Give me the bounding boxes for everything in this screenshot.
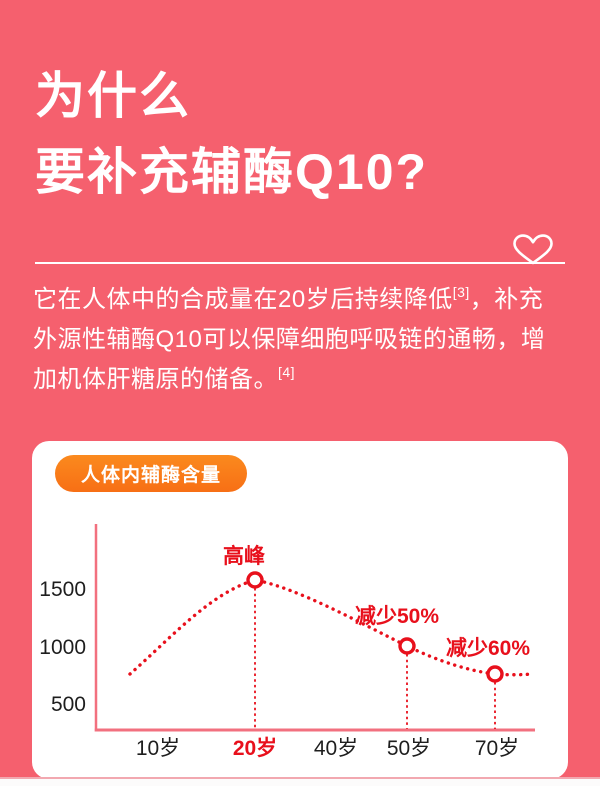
page-title: 为什么 要补充辅酶Q10? [35,58,565,210]
citation-ref-3: [3] [452,284,470,300]
heart-icon [513,234,553,265]
title-divider [35,232,565,265]
divider-line [35,262,565,264]
title-line-1: 为什么 [35,68,191,124]
annotation-50: 减少50% [355,604,439,628]
annotation-peak: 高峰 [223,544,265,568]
data-point-50 [398,637,416,655]
x-tick-50: 50岁 [387,737,431,760]
intro-paragraph: 它在人体中的合成量在20岁后持续降低[3]，补充外源性辅酶Q10可以保障细胞呼吸… [33,280,567,400]
intro-text-2: ，补充外源性辅酶Q10可以保障细胞呼吸链的通畅，增加机体肝糖原的储备。 [33,286,546,393]
y-tick-1000: 1000 [39,636,86,659]
x-tick-40: 40岁 [314,737,358,760]
y-tick-1500: 1500 [39,578,86,601]
x-tick-20: 20岁 [233,736,277,760]
chart-title-label: 人体内辅酶含量 [81,465,222,486]
citation-ref-4: [4] [278,364,296,380]
chart-card: 人体内辅酶含量 1500 1000 500 高峰 减少50% 减少60% [32,441,568,779]
data-point-70 [486,665,504,683]
intro-text-1: 它在人体中的合成量在20岁后持续降低 [33,286,453,313]
y-tick-500: 500 [51,693,86,716]
data-curve [128,578,534,677]
coq10-line-chart: 1500 1000 500 高峰 减少50% 减少60% 10岁 20岁 40岁… [39,524,535,760]
title-line-2: 要补充辅酶Q10? [35,144,429,200]
data-point-peak [246,571,264,589]
chart-title-badge: 人体内辅酶含量 [55,455,248,492]
header: 为什么 要补充辅酶Q10? [0,0,600,265]
x-tick-10: 10岁 [136,737,180,760]
x-tick-70: 70岁 [475,737,519,760]
next-section-edge [0,777,600,786]
annotation-60: 减少60% [446,636,530,660]
